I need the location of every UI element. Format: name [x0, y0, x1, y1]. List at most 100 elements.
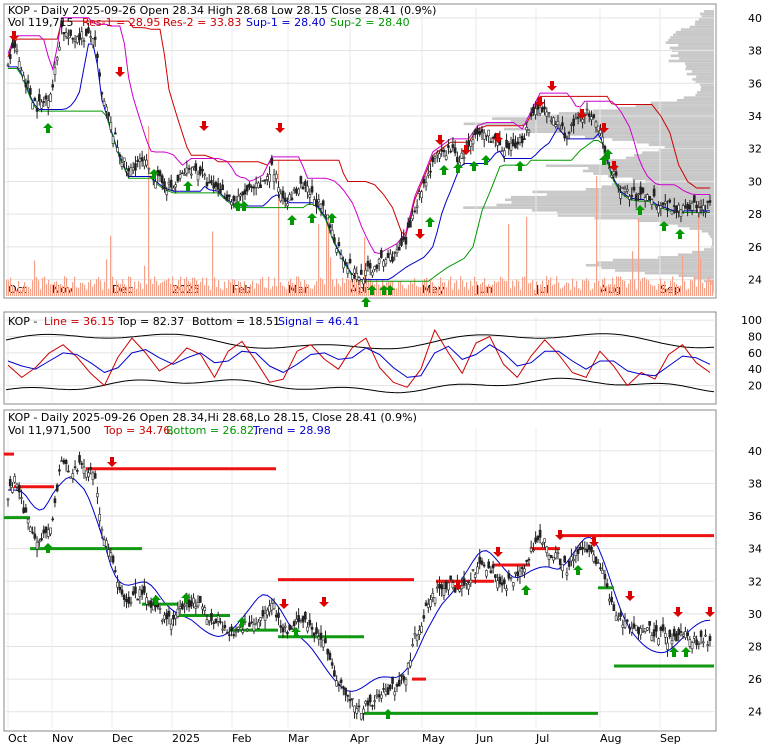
volume-bar [540, 284, 542, 296]
price-candle-body [433, 156, 437, 159]
volume-bar [252, 280, 254, 296]
trend-candle-body [447, 582, 450, 591]
price-candle-body [359, 269, 363, 275]
sell-signal-arrow [547, 81, 557, 91]
volume-bar [488, 284, 490, 296]
trend-candle-body [257, 621, 260, 629]
volume-bar [298, 276, 300, 296]
trend-sell-arrow [589, 537, 599, 547]
trend-candle-body [301, 615, 305, 623]
volume-bar [62, 285, 64, 296]
trend-candle-body [69, 476, 72, 479]
price-candle-body [375, 264, 379, 269]
trend-candle-body [335, 680, 338, 687]
volume-profile-bar [601, 266, 714, 270]
volume-profile-bar [650, 101, 714, 105]
volume-bar [422, 281, 424, 296]
volume-bar [596, 176, 598, 296]
volume-bar [268, 276, 270, 296]
volume-bar [626, 287, 628, 296]
trend-candle-body [326, 648, 330, 655]
buy-signal-arrow [379, 285, 389, 295]
trend-candle-body [541, 543, 544, 545]
volume-bar [652, 285, 654, 296]
volume-bar [32, 280, 34, 296]
price-candle-body [411, 214, 414, 220]
volume-profile-bar [633, 153, 714, 157]
trend-candle-body [511, 582, 515, 587]
volume-bar [690, 279, 692, 296]
volume-bar [642, 277, 644, 296]
price-candle-body [328, 224, 332, 229]
volume-bar [618, 276, 620, 296]
trend-candle-body [344, 687, 347, 696]
price-candle-body [288, 194, 291, 201]
volume-bar [116, 280, 118, 296]
price-candle-body [13, 40, 17, 48]
price-candle-body [317, 199, 321, 203]
price-candle-body [223, 197, 227, 199]
volume-bar [260, 278, 262, 296]
price-candle-body [362, 278, 365, 285]
volume-bar [204, 285, 206, 296]
volume-bar [130, 277, 132, 296]
trend-candle-body [20, 497, 23, 499]
trend-candle-body [194, 606, 198, 609]
price-candle-body [612, 171, 616, 175]
trend-candle-body [198, 595, 202, 603]
trend-candle-body [328, 652, 332, 660]
price-candle-body [482, 132, 486, 140]
volume-bar [582, 279, 584, 296]
price-candle-body [677, 204, 681, 212]
volume-bar [276, 286, 278, 296]
price-candle-body [532, 106, 535, 114]
trend-candle-body [221, 628, 224, 631]
volume-bar [656, 289, 658, 296]
trend-candle-body [207, 620, 211, 623]
price-candle-body [281, 190, 285, 198]
price-candle-body [241, 191, 245, 196]
trend-candle-body [17, 484, 21, 493]
buy-signal-arrow [635, 205, 645, 215]
trend-candle-body [444, 581, 448, 589]
volume-bar [530, 282, 532, 296]
trend-candle-body [639, 628, 642, 636]
volume-profile-bar [644, 271, 714, 275]
price-candle-body [547, 112, 551, 114]
trend-buy-arrow [681, 647, 691, 657]
trend-candle-body [440, 584, 444, 590]
trend-candle-body [312, 632, 316, 636]
sell-signal-arrow [609, 161, 619, 171]
trend-sell-arrow [453, 580, 463, 590]
trend-candle-body [677, 628, 681, 636]
volume-bar [132, 288, 134, 296]
volume-profile-bar [695, 93, 714, 97]
trend-candle-body [628, 626, 631, 629]
price-candle-body [339, 254, 343, 259]
trend-candle-body [26, 518, 30, 524]
volume-bar [438, 285, 440, 296]
volume-bar [394, 287, 396, 296]
trend-candle-body [697, 642, 701, 645]
volume-bar [624, 280, 626, 296]
volume-bar [158, 285, 160, 296]
volume-bar [688, 288, 690, 296]
osc-line-label: Line = 36.15 [44, 315, 115, 328]
trend-candle-body [201, 606, 204, 610]
volume-bar [710, 279, 712, 296]
volume-bar [428, 288, 430, 296]
volume-bar [106, 259, 108, 296]
trend-candle-body [397, 679, 401, 687]
volume-bar [214, 277, 216, 296]
price-candle-body [292, 188, 296, 191]
volume-bar [356, 278, 358, 296]
volume-bar [676, 284, 678, 296]
volume-bar [552, 285, 554, 296]
trend-candle-body [668, 629, 672, 638]
volume-bar [224, 281, 226, 296]
trend-vol-label: Vol 11,971,500 [8, 424, 91, 437]
volume-bar [514, 286, 516, 296]
trend-candle-body [165, 612, 169, 620]
volume-bar [286, 289, 288, 296]
trend-candle-body [402, 676, 406, 681]
